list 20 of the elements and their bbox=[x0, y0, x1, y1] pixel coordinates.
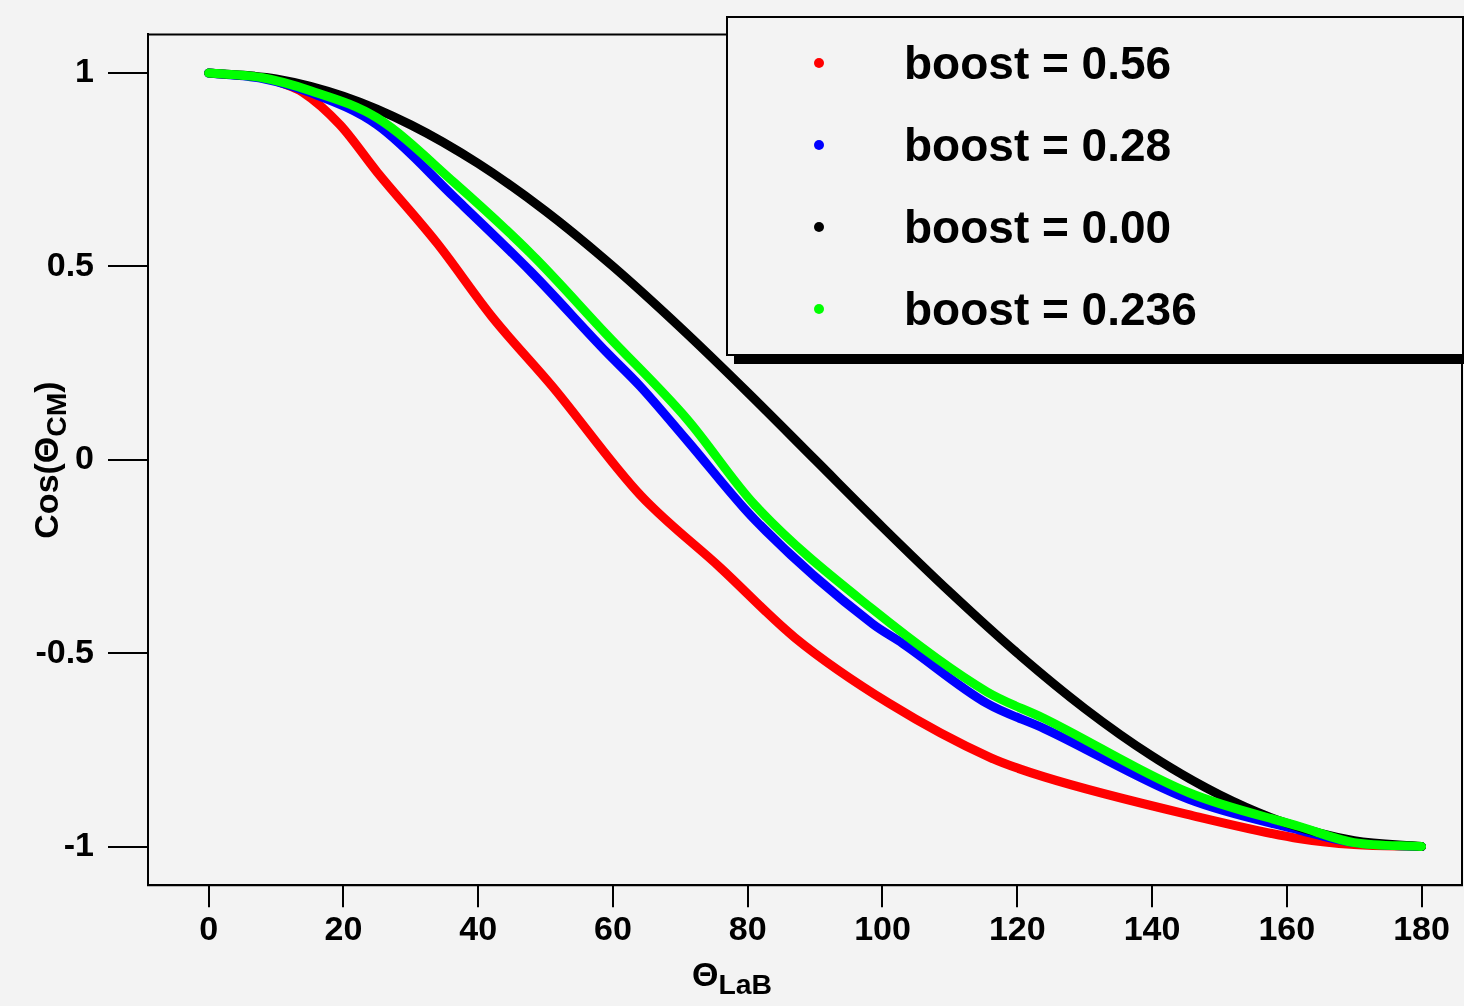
x-tick-label: 80 bbox=[728, 908, 767, 947]
x-tick-label: 0 bbox=[199, 908, 219, 947]
x-tick-label: 20 bbox=[324, 908, 363, 947]
x-tick-label: 120 bbox=[988, 908, 1046, 947]
x-tick-label: 100 bbox=[854, 908, 911, 947]
y-tick-label: 0 bbox=[75, 438, 94, 477]
legend-label: boost = 0.56 bbox=[904, 36, 1172, 90]
x-tick-label: 40 bbox=[459, 908, 498, 947]
y-tick-label: -1 bbox=[63, 824, 94, 863]
x-axis-title: Θ$_{LaB}$ bbox=[691, 955, 773, 1001]
x-tick-label: 140 bbox=[1123, 908, 1181, 947]
legend-label: boost = 0.236 bbox=[904, 282, 1197, 336]
x-tick-label: 160 bbox=[1258, 908, 1316, 947]
legend-label: boost = 0.00 bbox=[904, 200, 1172, 254]
y-tick-label: -0.5 bbox=[35, 631, 94, 670]
y-tick-label: 1 bbox=[75, 51, 94, 90]
x-tick-label: 60 bbox=[594, 908, 632, 947]
legend-label: boost = 0.28 bbox=[904, 118, 1172, 172]
x-tick-label: 180 bbox=[1393, 908, 1450, 947]
y-tick-label: 0.5 bbox=[46, 244, 94, 283]
